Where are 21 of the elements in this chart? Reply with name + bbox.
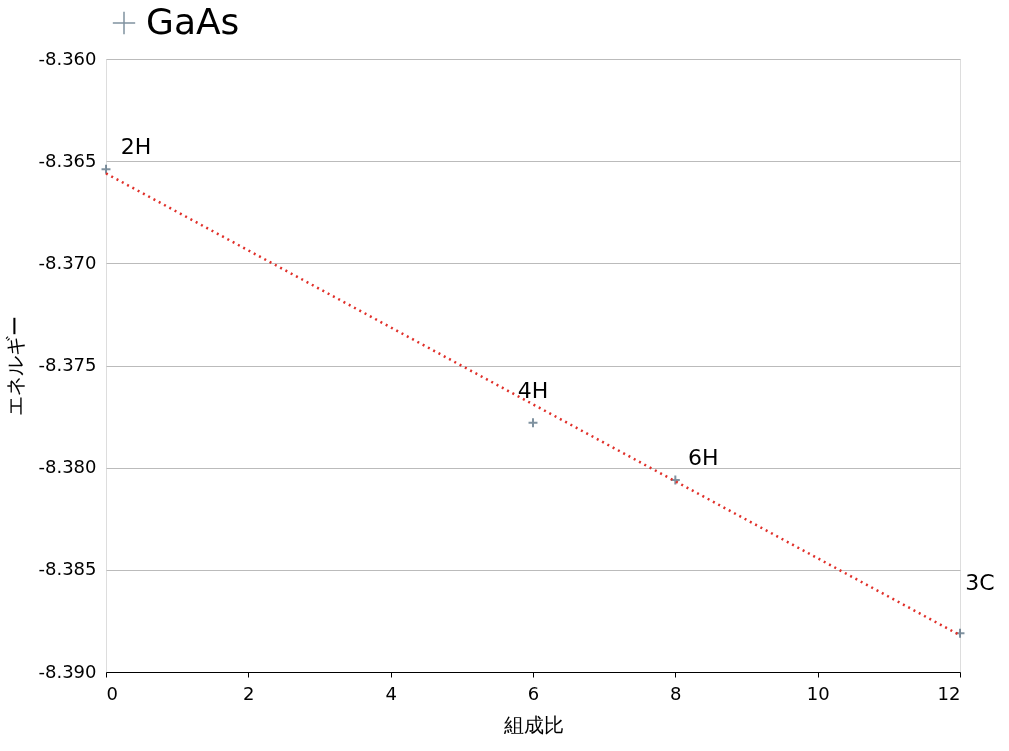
x-tick-label: 2 — [243, 682, 255, 704]
x-tick-label: 4 — [385, 682, 397, 704]
annotation: 2H — [120, 134, 152, 160]
x-tick-label: 6 — [527, 682, 540, 704]
y-tick-label: -8.380 — [38, 456, 97, 478]
x-tick-label: 0 — [106, 682, 118, 704]
x-tick-label: 10 — [806, 682, 830, 704]
y-tick-label: -8.385 — [38, 558, 97, 580]
y-tick-label: -8.390 — [38, 660, 97, 682]
annotation: 3C — [965, 570, 995, 596]
y-tick-label: -8.365 — [38, 149, 97, 171]
y-tick-label: -8.370 — [38, 251, 97, 273]
x-tick-label: 8 — [670, 682, 682, 704]
legend-label: GaAs — [146, 1, 240, 42]
x-axis-title: 組成比 — [502, 712, 564, 737]
x-tick-label: 12 — [937, 682, 961, 704]
annotation: 6H — [688, 444, 719, 470]
y-axis-title: エネルギー — [3, 316, 28, 416]
annotation: 4H — [517, 377, 549, 403]
y-tick-label: -8.375 — [38, 354, 97, 375]
y-tick-label: -8.360 — [38, 47, 97, 69]
